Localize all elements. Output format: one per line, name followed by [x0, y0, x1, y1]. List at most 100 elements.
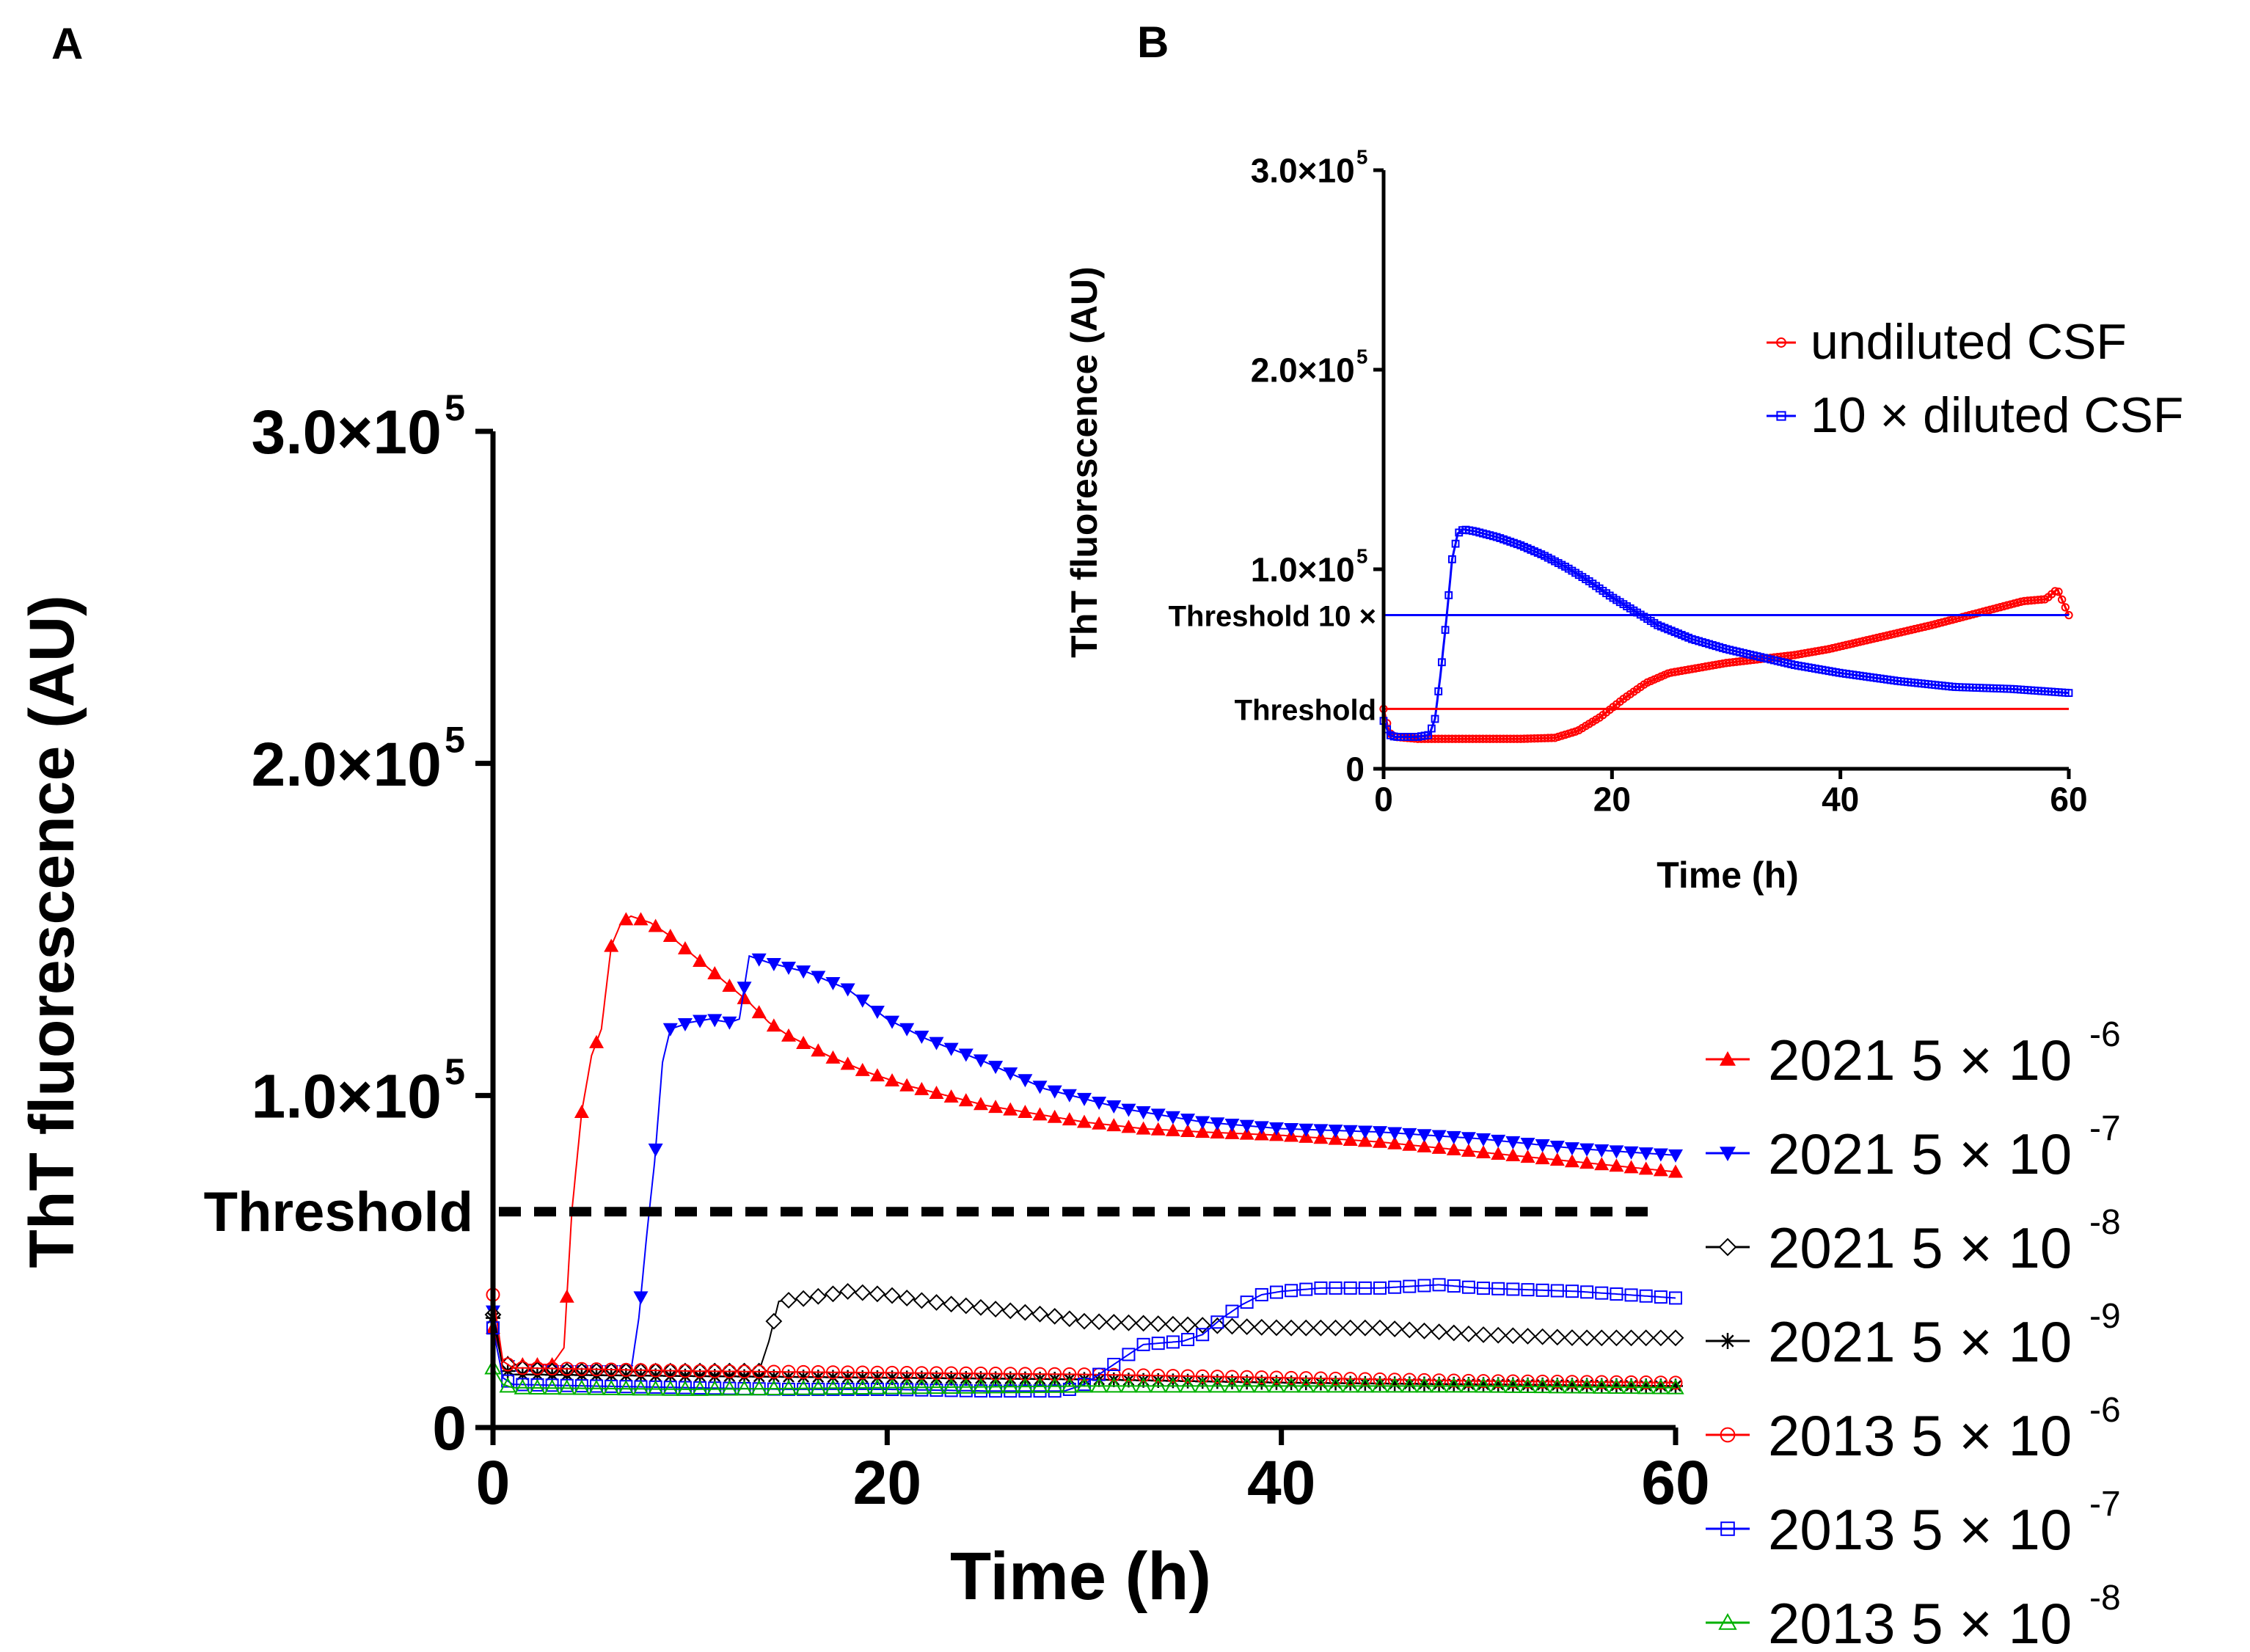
data-point	[663, 1364, 678, 1378]
data-point	[722, 1369, 737, 1384]
data-point	[1386, 1377, 1403, 1393]
data-point	[1031, 1305, 1048, 1323]
data-point	[1491, 1282, 1505, 1295]
data-point	[1444, 591, 1453, 599]
data-point	[1180, 1373, 1196, 1389]
data-point	[1568, 728, 1577, 737]
series-line	[1382, 528, 2069, 738]
data-point	[604, 1362, 618, 1377]
data-point	[1224, 1125, 1240, 1139]
data-point	[1282, 1377, 1300, 1393]
legend-marker	[1776, 411, 1786, 421]
data-point	[589, 1034, 604, 1048]
legend-item: 2021 5 × 10 -9	[1706, 1297, 2121, 1374]
data-point	[530, 1378, 544, 1392]
legend-exponent: -7	[2089, 1109, 2121, 1148]
data-point	[1595, 1286, 1609, 1300]
legend-exponent: -6	[2089, 1015, 2121, 1054]
y-tick-label: 2.0×10	[1251, 351, 1355, 390]
data-point	[1299, 1375, 1314, 1391]
data-point	[1427, 724, 1436, 733]
data-point	[1461, 1280, 1475, 1294]
data-point	[1358, 1281, 1372, 1295]
y-tick-label: 2.0×10	[252, 730, 442, 799]
data-point	[1208, 1317, 1226, 1334]
data-point	[885, 1015, 900, 1029]
data-point	[1534, 1328, 1552, 1345]
data-point	[1210, 1315, 1224, 1329]
data-point	[1032, 1107, 1048, 1121]
data-point	[1417, 1139, 1432, 1152]
data-point	[1417, 1279, 1431, 1293]
data-point	[752, 1364, 767, 1379]
data-point	[1520, 1377, 1535, 1392]
data-point	[973, 1054, 988, 1068]
data-point	[1047, 1085, 1062, 1099]
data-point	[634, 1363, 648, 1378]
data-point	[1240, 1295, 1254, 1309]
data-point	[899, 1023, 915, 1037]
data-point	[899, 1370, 915, 1386]
data-point	[573, 1379, 591, 1395]
data-point	[1550, 1375, 1565, 1389]
data-point	[722, 978, 737, 992]
data-point	[883, 1378, 901, 1395]
data-point	[972, 1298, 990, 1316]
data-point	[1164, 1377, 1182, 1393]
data-point	[1284, 1370, 1299, 1385]
data-point	[1402, 1137, 1417, 1151]
data-point	[1090, 1313, 1108, 1331]
data-point	[678, 1364, 693, 1378]
data-point	[1506, 1282, 1520, 1296]
data-point	[1326, 1377, 1345, 1393]
data-point	[1194, 1377, 1211, 1393]
data-point	[1563, 1378, 1581, 1394]
legend-label: 2013 5 × 10	[1768, 1497, 2072, 1562]
data-point	[796, 965, 811, 979]
data-point	[1239, 1375, 1254, 1390]
data-point	[1580, 1285, 1594, 1299]
data-point	[1622, 1378, 1640, 1395]
data-point	[1578, 1378, 1596, 1394]
data-point	[1165, 1111, 1180, 1125]
panel-a-y-ticks: 01.0×10 52.0×10 53.0×10 5	[252, 387, 493, 1463]
data-point	[854, 1284, 872, 1301]
panel-b-y-ticks: 01.0×10 52.0×10 53.0×10 5	[1251, 146, 1384, 789]
data-point	[796, 1364, 811, 1379]
data-point	[1253, 1377, 1271, 1393]
data-point	[1150, 1122, 1166, 1136]
panel-b-threshold-10x-label: Threshold 10 ×	[1169, 601, 1376, 633]
data-point	[1268, 1319, 1285, 1337]
data-point	[914, 1030, 929, 1044]
data-point	[957, 1378, 975, 1394]
data-point	[1491, 1377, 1506, 1392]
data-point	[737, 990, 752, 1004]
data-point	[1565, 1375, 1579, 1389]
data-point	[1105, 1377, 1122, 1393]
y-tick-exponent: 5	[445, 387, 465, 428]
data-point	[1610, 1287, 1623, 1301]
data-point	[869, 1006, 885, 1020]
data-point	[1254, 1121, 1269, 1135]
data-point	[1092, 1116, 1107, 1130]
y-tick-label: 3.0×10	[1251, 152, 1355, 190]
data-point	[1505, 1136, 1521, 1150]
data-point	[1120, 1314, 1137, 1331]
data-point	[1607, 1329, 1625, 1347]
data-point	[1446, 1130, 1461, 1144]
data-point	[1106, 1118, 1122, 1132]
data-point	[1476, 1374, 1491, 1389]
data-point	[632, 1380, 650, 1396]
data-point	[1594, 1144, 1610, 1158]
data-point	[1475, 1377, 1492, 1393]
data-point	[1437, 658, 1446, 667]
y-tick-label: 0	[432, 1394, 467, 1463]
data-point	[1046, 1307, 1064, 1325]
data-point	[1402, 1376, 1417, 1392]
data-point	[2037, 595, 2046, 604]
data-point	[987, 1301, 1004, 1317]
data-point	[1431, 1140, 1447, 1154]
data-point	[1210, 1117, 1225, 1131]
panel-b-marks	[1379, 525, 2073, 743]
data-point	[781, 1369, 796, 1384]
